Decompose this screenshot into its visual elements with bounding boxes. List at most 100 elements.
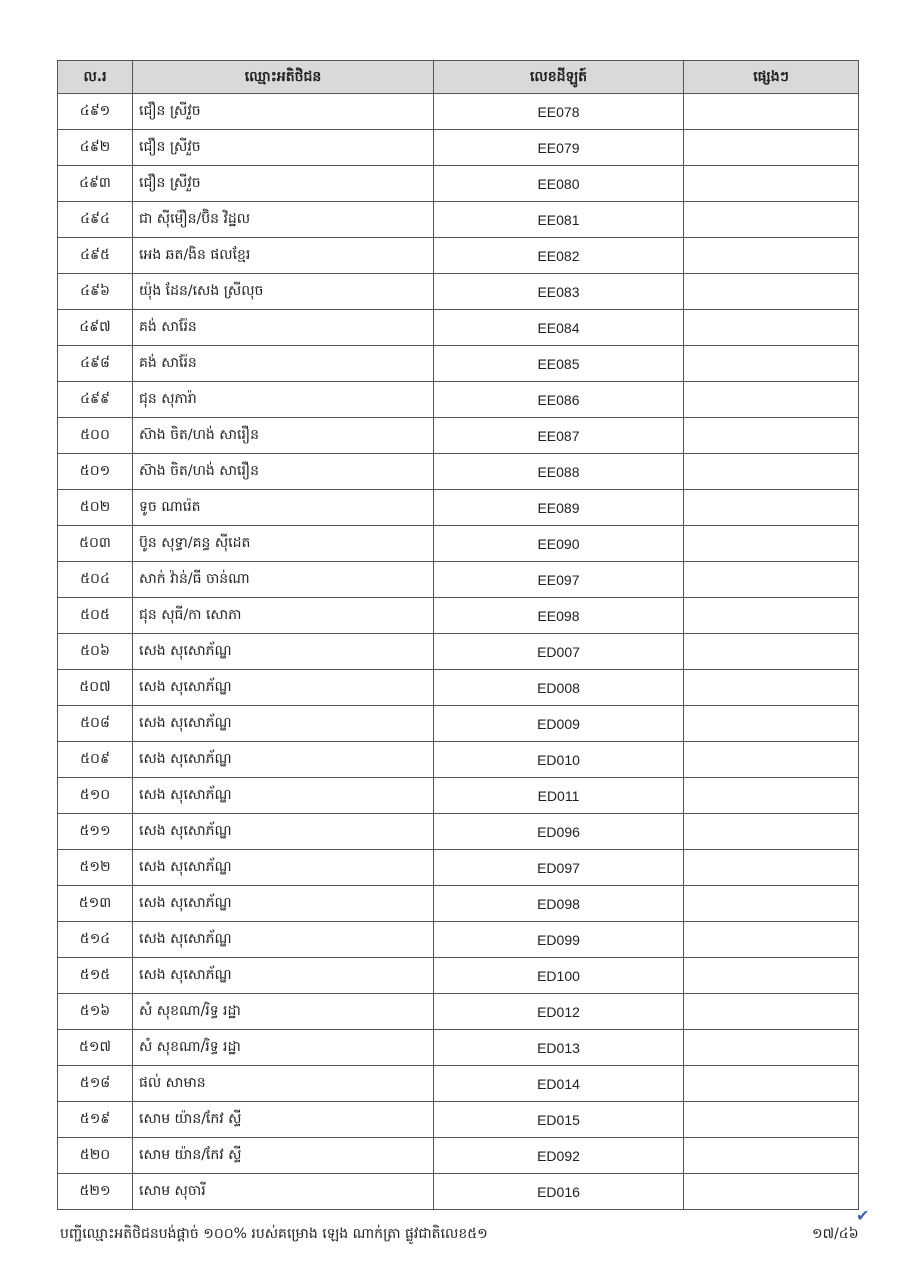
row-number: ៥០៥ bbox=[57, 597, 133, 634]
row-number: ៥០៧ bbox=[57, 669, 133, 706]
customer-name: សេង សុសោភ័ណ្ឌ bbox=[132, 813, 434, 850]
row-number: ៥១៤ bbox=[57, 921, 133, 958]
table-row: ៥១៧ សំ សុខណា/រិទ្ធ រដ្ឋា ED013 bbox=[57, 1029, 859, 1066]
table-row: ៥០៨ សេង សុសោភ័ណ្ឌ ED009 bbox=[57, 705, 859, 742]
other-note bbox=[683, 1065, 859, 1102]
header-customer-name: ឈ្មោះអតិថិជន bbox=[132, 60, 434, 94]
lot-number: EE079 bbox=[433, 129, 684, 166]
lot-number: EE089 bbox=[433, 489, 684, 526]
row-number: ៤៩៣ bbox=[57, 165, 133, 202]
customer-name: ស៊ាង ចិត/ហង់ សារឿន bbox=[132, 453, 434, 490]
customer-name: គង់ សារ៉ែន bbox=[132, 345, 434, 382]
lot-number: ED012 bbox=[433, 993, 684, 1030]
lot-number: ED014 bbox=[433, 1065, 684, 1102]
other-note bbox=[683, 885, 859, 922]
customer-name: ជា ស៊ីម៉ឿន/ប៊ិន វិដ្ឋល bbox=[132, 201, 434, 238]
table-row: ៥១៤ សេង សុសោភ័ណ្ឌ ED099 bbox=[57, 921, 859, 958]
customer-name: សេង សុសោភ័ណ្ឌ bbox=[132, 633, 434, 670]
customer-name: សំ សុខណា/រិទ្ធ រដ្ឋា bbox=[132, 993, 434, 1030]
customer-name: សោម សុចារី bbox=[132, 1173, 434, 1210]
customer-table: ល.រ ឈ្មោះអតិថិជន លេខដីឡូត៍ ផ្សេងៗ ៤៩១ ជឿន… bbox=[57, 60, 859, 1210]
row-number: ៥១៣ bbox=[57, 885, 133, 922]
table-row: ៤៩១ ជឿន ស្រីវួច EE078 bbox=[57, 93, 859, 130]
customer-name: សេង សុសោភ័ណ្ឌ bbox=[132, 921, 434, 958]
table-row: ៥២០ សោម យ៉ាន/កែវ ស្ទី ED092 bbox=[57, 1137, 859, 1174]
other-note bbox=[683, 777, 859, 814]
customer-name: ជឿន ស្រីវួច bbox=[132, 93, 434, 130]
other-note bbox=[683, 1137, 859, 1174]
table-row: ៥០៩ សេង សុសោភ័ណ្ឌ ED010 bbox=[57, 741, 859, 778]
customer-name: ប៊ូន សុទ្ធា/គន្ធ ស៊ីដេត bbox=[132, 525, 434, 562]
table-row: ៤៩៥ អេង ឆត/ងិន ផលខ្មែរ EE082 bbox=[57, 237, 859, 274]
lot-number: EE082 bbox=[433, 237, 684, 274]
table-row: ៥០៥ ជុន សុធី/កា សោភា EE098 bbox=[57, 597, 859, 634]
row-number: ៥១១ bbox=[57, 813, 133, 850]
lot-number: ED099 bbox=[433, 921, 684, 958]
row-number: ៤៩៥ bbox=[57, 237, 133, 274]
other-note bbox=[683, 309, 859, 346]
row-number: ៥១៩ bbox=[57, 1101, 133, 1138]
row-number: ៥១៨ bbox=[57, 1065, 133, 1102]
lot-number: ED100 bbox=[433, 957, 684, 994]
footer-title: បញ្ជីឈ្មោះអតិថិជនបង់ផ្តាច់ ១០០% របស់គម្រ… bbox=[60, 1226, 488, 1242]
lot-number: EE085 bbox=[433, 345, 684, 382]
lot-number: EE080 bbox=[433, 165, 684, 202]
table-row: ៥០២ ទូច ណារ៉េត EE089 bbox=[57, 489, 859, 526]
row-number: ៥២០ bbox=[57, 1137, 133, 1174]
other-note bbox=[683, 165, 859, 202]
row-number: ៥០៩ bbox=[57, 741, 133, 778]
other-note bbox=[683, 345, 859, 382]
row-number: ៤៩៨ bbox=[57, 345, 133, 382]
customer-name: សេង សុសោភ័ណ្ឌ bbox=[132, 849, 434, 886]
other-note bbox=[683, 1029, 859, 1066]
lot-number: EE088 bbox=[433, 453, 684, 490]
customer-name: ស៊ាង ចិត/ហង់ សារឿន bbox=[132, 417, 434, 454]
row-number: ៥០៤ bbox=[57, 561, 133, 598]
lot-number: ED098 bbox=[433, 885, 684, 922]
other-note bbox=[683, 705, 859, 742]
customer-name: ទូច ណារ៉េត bbox=[132, 489, 434, 526]
row-number: ៥១៧ bbox=[57, 1029, 133, 1066]
row-number: ៥១០ bbox=[57, 777, 133, 814]
row-number: ៤៩៦ bbox=[57, 273, 133, 310]
table-row: ៥០១ ស៊ាង ចិត/ហង់ សារឿន EE088 bbox=[57, 453, 859, 490]
row-number: ៥១៥ bbox=[57, 957, 133, 994]
other-note bbox=[683, 381, 859, 418]
lot-number: ED007 bbox=[433, 633, 684, 670]
table-row: ៥១៣ សេង សុសោភ័ណ្ឌ ED098 bbox=[57, 885, 859, 922]
other-note bbox=[683, 1173, 859, 1210]
table-row: ៤៩៩ ជុន សុភារ៉ា EE086 bbox=[57, 381, 859, 418]
lot-number: ED015 bbox=[433, 1101, 684, 1138]
customer-name: សេង សុសោភ័ណ្ឌ bbox=[132, 705, 434, 742]
table-row: ៥១៥ សេង សុសោភ័ណ្ឌ ED100 bbox=[57, 957, 859, 994]
row-number: ៥១៦ bbox=[57, 993, 133, 1030]
other-note bbox=[683, 849, 859, 886]
table-row: ៤៩៦ យ៉ុង ដែន/សេង ស្រីលុច EE083 bbox=[57, 273, 859, 310]
lot-number: EE084 bbox=[433, 309, 684, 346]
lot-number: EE098 bbox=[433, 597, 684, 634]
other-note bbox=[683, 921, 859, 958]
table-row: ៤៩៤ ជា ស៊ីម៉ឿន/ប៊ិន វិដ្ឋល EE081 bbox=[57, 201, 859, 238]
row-number: ៥១២ bbox=[57, 849, 133, 886]
lot-number: ED008 bbox=[433, 669, 684, 706]
lot-number: EE078 bbox=[433, 93, 684, 130]
header-number: ល.រ bbox=[57, 60, 133, 94]
row-number: ៥០១ bbox=[57, 453, 133, 490]
table-row: ៤៩២ ជឿន ស្រីវួច EE079 bbox=[57, 129, 859, 166]
customer-name: ផល់ សាមាន bbox=[132, 1065, 434, 1102]
header-lot-number: លេខដីឡូត៍ bbox=[433, 60, 684, 94]
other-note bbox=[683, 741, 859, 778]
customer-name: សេង សុសោភ័ណ្ឌ bbox=[132, 741, 434, 778]
other-note bbox=[683, 669, 859, 706]
table-row: ៥២១ សោម សុចារី ED016 bbox=[57, 1173, 859, 1210]
header-row: ល.រ ឈ្មោះអតិថិជន លេខដីឡូត៍ ផ្សេងៗ bbox=[57, 60, 859, 94]
lot-number: EE086 bbox=[433, 381, 684, 418]
other-note bbox=[683, 93, 859, 130]
row-number: ៥០៣ bbox=[57, 525, 133, 562]
table-row: ៥០៦ សេង សុសោភ័ណ្ឌ ED007 bbox=[57, 633, 859, 670]
row-number: ៥០២ bbox=[57, 489, 133, 526]
lot-number: ED011 bbox=[433, 777, 684, 814]
other-note bbox=[683, 993, 859, 1030]
other-note bbox=[683, 633, 859, 670]
other-note bbox=[683, 201, 859, 238]
